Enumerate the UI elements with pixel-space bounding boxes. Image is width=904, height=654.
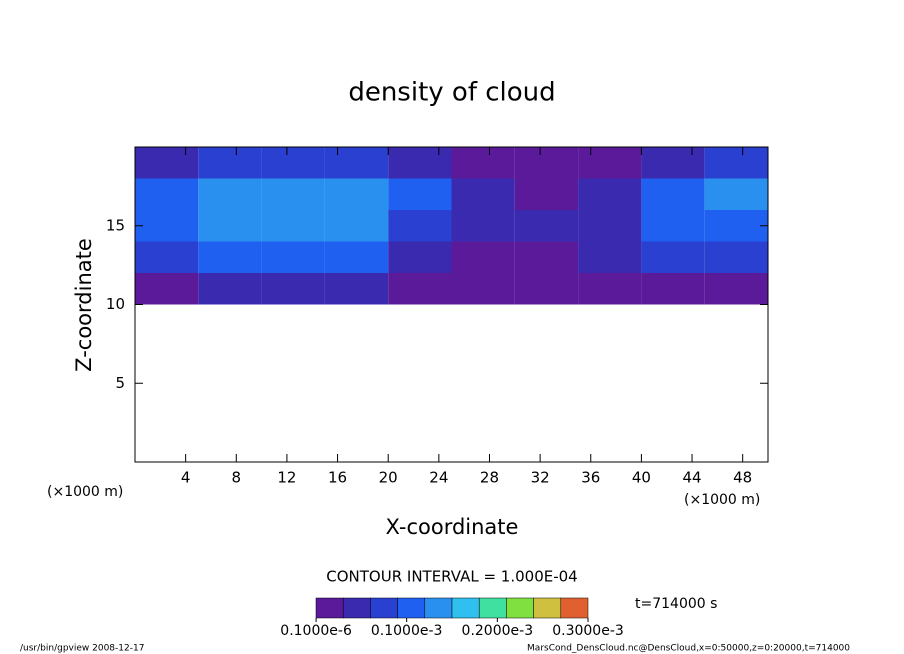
- heat-cell: [514, 178, 579, 210]
- footer-left: /usr/bin/gpview 2008-12-17: [20, 644, 144, 654]
- x-tick-label: 4: [181, 469, 191, 487]
- x-unit: (×1000 m): [684, 492, 760, 508]
- heat-cell: [578, 210, 642, 242]
- footer-right: MarsCond_DensCloud.nc@DensCloud,x=0:5000…: [527, 644, 850, 654]
- heat-cell: [641, 241, 705, 273]
- heat-cell: [135, 273, 199, 305]
- y-unit: (×1000 m): [47, 484, 123, 500]
- heat-cell: [388, 210, 452, 242]
- heat-cell: [514, 241, 579, 273]
- colorbar-cell: [560, 597, 589, 619]
- heat-cell: [704, 210, 768, 242]
- colorbar-tick-label: 0.1000e-6: [280, 623, 352, 639]
- heat-cell: [451, 210, 515, 242]
- colorbar-tick-label: 0.1000e-3: [371, 623, 443, 639]
- heat-cell: [261, 178, 325, 210]
- heat-cell: [261, 210, 325, 242]
- x-tick-label: 12: [277, 469, 296, 487]
- heat-cell: [704, 273, 768, 305]
- heat-cell: [324, 210, 389, 242]
- heat-cell: [451, 273, 515, 305]
- heat-cell: [388, 147, 452, 179]
- x-tick-label: 28: [480, 469, 499, 487]
- heat-cell: [388, 178, 452, 210]
- chart-title: density of cloud: [348, 78, 555, 108]
- heat-cell: [324, 273, 389, 305]
- heat-cell: [641, 147, 705, 179]
- heat-cell: [578, 147, 642, 179]
- heat-cell: [641, 178, 705, 210]
- colorbar-cell: [370, 597, 398, 619]
- y-tick-label: 5: [115, 374, 125, 392]
- heat-cell: [578, 273, 642, 305]
- heat-cell: [578, 178, 642, 210]
- heat-cell: [135, 178, 199, 210]
- heat-cell: [514, 210, 579, 242]
- x-tick-label: 36: [581, 469, 600, 487]
- heat-cell: [198, 178, 262, 210]
- colorbar-cell: [342, 597, 371, 619]
- heat-cell: [135, 241, 199, 273]
- heat-cell: [135, 210, 199, 242]
- heat-cell: [198, 147, 262, 179]
- y-tick-label: 15: [106, 216, 125, 234]
- heat-cell: [641, 210, 705, 242]
- heat-cell: [324, 241, 389, 273]
- x-axis-label: X-coordinate: [386, 515, 519, 539]
- heat-cell: [135, 147, 199, 179]
- colorbar-tick-label: 0.2000e-3: [462, 623, 534, 639]
- y-axis-label: Z-coordinate: [72, 238, 96, 372]
- heat-cell: [388, 241, 452, 273]
- heat-cell: [451, 241, 515, 273]
- y-tick-label: 10: [106, 295, 125, 313]
- heat-cell: [261, 147, 325, 179]
- colorbar-cell: [478, 597, 507, 619]
- time-label: t=714000 s: [635, 596, 717, 612]
- heat-cell: [704, 147, 768, 179]
- colorbar-cell: [533, 597, 562, 619]
- heat-cell: [704, 178, 768, 210]
- x-tick-label: 32: [531, 469, 550, 487]
- heat-cell: [451, 178, 515, 210]
- heat-cell: [704, 241, 768, 273]
- heat-cell: [324, 147, 389, 179]
- heat-cell: [261, 241, 325, 273]
- x-tick-label: 40: [632, 469, 651, 487]
- colorbar-cell: [315, 597, 344, 619]
- x-tick-label: 48: [733, 469, 752, 487]
- heat-cell: [198, 210, 262, 242]
- heat-cell: [514, 147, 579, 179]
- colorbar-cell: [506, 597, 534, 619]
- colorbar-tick-label: 0.3000e-3: [552, 623, 624, 639]
- heat-cell: [451, 147, 515, 179]
- x-tick-label: 8: [232, 469, 242, 487]
- colorbar-cell: [397, 597, 426, 619]
- x-tick-label: 20: [379, 469, 398, 487]
- heat-cell: [514, 273, 579, 305]
- x-tick-label: 16: [328, 469, 347, 487]
- heat-cell: [198, 273, 262, 305]
- heat-cell: [198, 241, 262, 273]
- x-tick-label: 24: [429, 469, 448, 487]
- heat-cell: [578, 241, 642, 273]
- heat-cell: [261, 273, 325, 305]
- heat-cell: [641, 273, 705, 305]
- colorbar-cell: [451, 597, 480, 619]
- contour-interval: CONTOUR INTERVAL = 1.000E-04: [326, 568, 577, 586]
- heat-cell: [324, 178, 389, 210]
- x-tick-label: 44: [682, 469, 701, 487]
- colorbar-cell: [424, 597, 453, 619]
- heat-cell: [388, 273, 452, 305]
